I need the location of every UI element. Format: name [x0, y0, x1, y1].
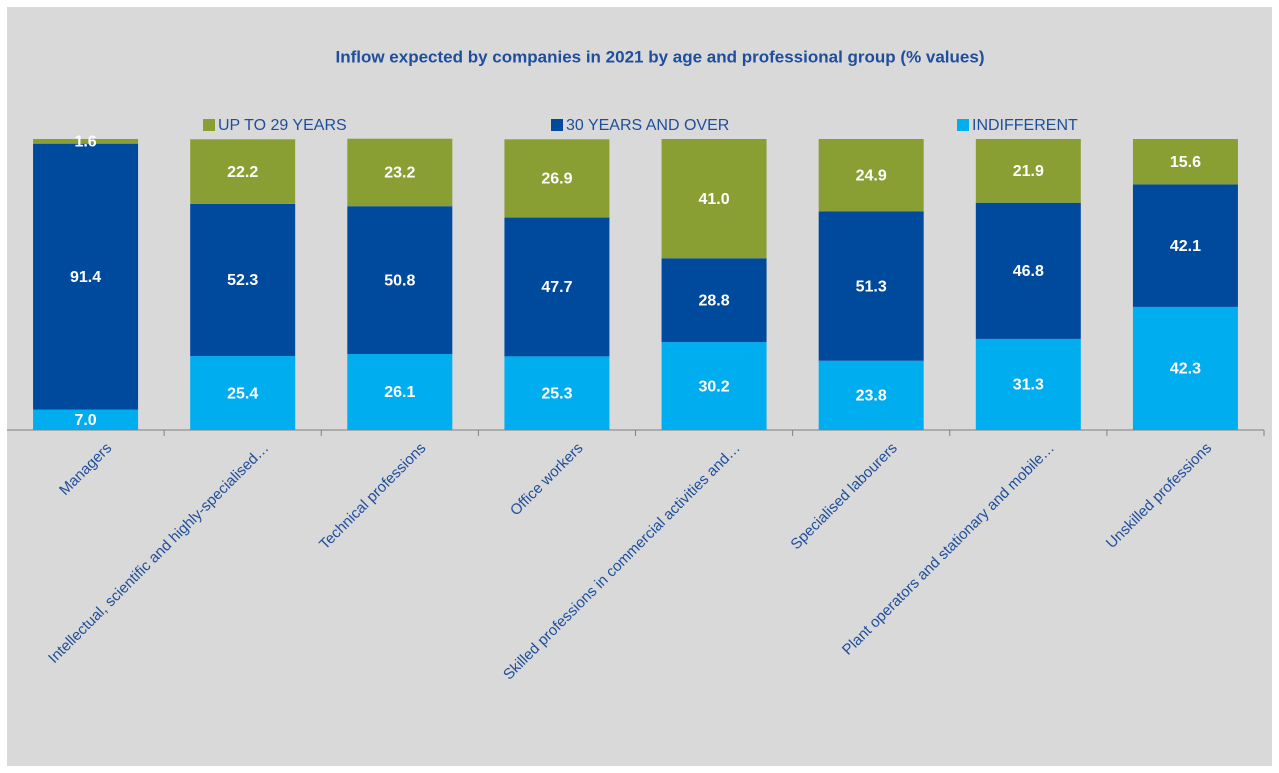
legend-swatch: [957, 119, 969, 131]
bar-segment: [1132, 184, 1238, 307]
bar-segment: [33, 409, 139, 430]
bar-segment: [661, 342, 767, 430]
bar-segment: [347, 354, 453, 430]
legend-label: INDIFFERENT: [972, 117, 1078, 134]
value-label: 25.3: [541, 385, 572, 402]
value-label: 31.3: [1013, 377, 1044, 394]
value-label: 26.9: [541, 171, 572, 188]
bar-segment: [1132, 306, 1238, 430]
legend-swatch: [551, 119, 563, 131]
value-label: 1.6: [74, 134, 96, 151]
bar-segment: [33, 143, 139, 410]
value-label: 22.2: [227, 164, 258, 181]
bar-segment: [661, 258, 767, 343]
bar-segment: [504, 139, 610, 218]
bar-segment: [504, 356, 610, 430]
value-label: 28.8: [698, 292, 729, 309]
value-label: 7.0: [74, 412, 96, 429]
bar-segment: [190, 203, 296, 357]
value-label: 23.2: [384, 165, 415, 182]
value-label: 91.4: [70, 269, 101, 286]
bar-segment: [975, 202, 1081, 339]
bar-segment: [347, 206, 453, 355]
bar-segment: [33, 139, 139, 144]
bar-segment: [818, 211, 924, 361]
bar-segment: [975, 338, 1081, 430]
value-label: 25.4: [227, 385, 258, 402]
value-label: 30.2: [698, 378, 729, 395]
value-label: 42.3: [1170, 361, 1201, 378]
value-label: 46.8: [1013, 263, 1044, 280]
bar-segment: [818, 360, 924, 430]
bar-segment: [347, 138, 453, 207]
chart-title: Inflow expected by companies in 2021 by …: [335, 47, 984, 66]
bar-segment: [190, 139, 296, 204]
value-label: 41.0: [698, 191, 729, 208]
bar-segment: [818, 139, 924, 212]
value-label: 47.7: [541, 279, 572, 296]
bar-segment: [190, 356, 296, 430]
bar-segment: [975, 139, 1081, 203]
value-label: 21.9: [1013, 163, 1044, 180]
value-label: 42.1: [1170, 238, 1201, 255]
legend-label: UP TO 29 YEARS: [218, 117, 347, 134]
bar-segment: [504, 217, 610, 357]
value-label: 51.3: [856, 278, 887, 295]
bar-segment: [1132, 139, 1238, 185]
value-label: 52.3: [227, 272, 258, 289]
bar-segment: [661, 139, 767, 259]
legend-label: 30 YEARS AND OVER: [566, 117, 729, 134]
value-label: 50.8: [384, 272, 415, 289]
value-label: 26.1: [384, 384, 415, 401]
legend-swatch: [203, 119, 215, 131]
value-label: 23.8: [856, 388, 887, 405]
value-label: 24.9: [856, 167, 887, 184]
value-label: 15.6: [1170, 154, 1201, 171]
